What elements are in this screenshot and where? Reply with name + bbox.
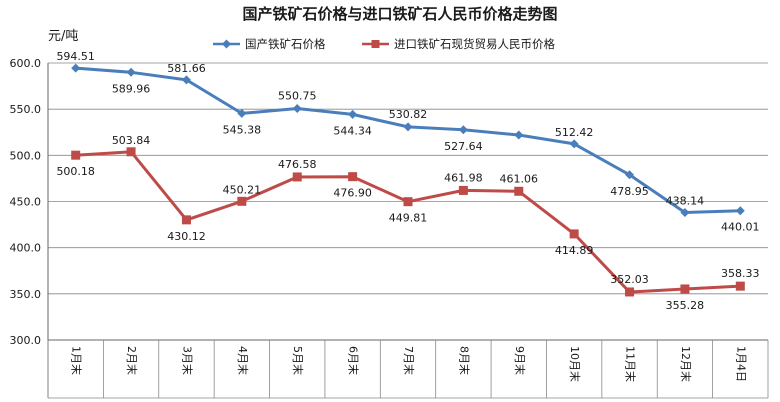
data-point-domestic: [181, 75, 191, 85]
data-point-import: [71, 150, 81, 160]
data-point-domestic: [680, 207, 690, 217]
data-label: 450.21: [223, 183, 262, 196]
data-point-import: [403, 197, 413, 207]
data-point-domestic: [292, 103, 302, 113]
data-label: 527.64: [444, 140, 483, 153]
data-point-import: [292, 172, 302, 182]
data-label: 440.01: [721, 221, 760, 234]
plot-area: 300.0 350.0 400.0 450.0 500.0 550.0 600.0 1月末 2月…: [10, 50, 769, 399]
data-point-import: [569, 229, 579, 239]
x-tick-label: 4月末: [236, 346, 250, 375]
data-point-import: [735, 281, 745, 291]
data-point-import: [181, 215, 191, 225]
y-tick-label: 450.0: [10, 196, 42, 209]
chart-title: 国产铁矿石价格与进口铁矿石人民币价格走势图: [242, 5, 557, 23]
y-tick-label: 600.0: [10, 57, 42, 70]
data-label: 503.84: [112, 134, 151, 147]
legend-marker-domestic: [222, 39, 231, 49]
x-tick-label: 9月末: [513, 346, 527, 375]
data-label: 355.28: [666, 299, 705, 312]
y-tick-label: 350.0: [10, 288, 42, 301]
x-tick-label: 8月末: [457, 346, 471, 375]
data-label: 589.96: [112, 82, 151, 95]
data-point-domestic: [514, 130, 524, 140]
y-tick-label: 550.0: [10, 103, 42, 116]
data-label: 530.82: [389, 108, 428, 121]
x-tick-label: 1月末: [70, 346, 84, 375]
x-tick-label: 7月末: [402, 346, 416, 375]
legend-marker-import: [371, 40, 380, 48]
data-label: 544.34: [333, 124, 372, 137]
data-point-domestic: [569, 139, 579, 149]
legend: 国产铁矿石价格 进口铁矿石现货贸易人民币价格: [213, 37, 555, 51]
data-label: 461.06: [500, 172, 539, 185]
data-label: 476.58: [278, 158, 317, 171]
data-label: 478.95: [610, 185, 649, 198]
data-point-import: [514, 186, 524, 196]
data-label: 352.03: [610, 273, 649, 286]
x-tick-label: 6月末: [347, 346, 361, 375]
data-label: 438.14: [666, 194, 705, 207]
data-point-import: [680, 284, 690, 294]
data-point-import: [237, 196, 247, 206]
data-label: 581.66: [167, 62, 206, 75]
data-label: 476.90: [333, 187, 372, 200]
y-tick-label: 300.0: [10, 334, 42, 347]
x-tick-label: 5月末: [291, 346, 305, 375]
x-tick-label: 1月4日: [734, 346, 747, 382]
x-tick-label: 2月末: [125, 346, 139, 375]
y-tick-label: 400.0: [10, 242, 42, 255]
x-tick-label: 10月末: [568, 346, 582, 382]
data-point-domestic: [403, 122, 413, 132]
data-point-domestic: [71, 63, 81, 73]
legend-label-import: 进口铁矿石现货贸易人民币价格: [394, 37, 555, 51]
data-point-import: [458, 185, 468, 195]
data-label: 594.51: [56, 50, 95, 63]
y-tick-label: 500.0: [10, 149, 42, 162]
legend-label-domestic: 国产铁矿石价格: [245, 37, 326, 51]
x-tick-label: 12月末: [679, 346, 693, 382]
data-point-import: [625, 287, 635, 297]
x-tick-label: 3月末: [180, 346, 194, 375]
data-label: 461.98: [444, 171, 483, 184]
data-point-domestic: [458, 125, 468, 135]
data-label: 500.18: [56, 165, 95, 178]
data-point-domestic: [126, 67, 136, 77]
data-point-domestic: [348, 109, 358, 119]
data-label: 358.33: [721, 267, 760, 280]
x-tick-label: 11月末: [624, 346, 638, 382]
data-point-domestic: [735, 206, 745, 216]
data-point-import: [348, 172, 358, 182]
data-label: 449.81: [389, 212, 428, 225]
data-label: 512.42: [555, 126, 594, 139]
data-label: 430.12: [167, 230, 206, 243]
data-point-domestic: [625, 170, 635, 180]
data-label: 545.38: [223, 123, 262, 136]
y-axis-label: 元/吨: [48, 29, 78, 44]
data-label: 550.75: [278, 89, 317, 102]
data-point-import: [126, 147, 136, 157]
data-point-domestic: [237, 108, 247, 118]
data-label: 414.89: [555, 244, 594, 257]
